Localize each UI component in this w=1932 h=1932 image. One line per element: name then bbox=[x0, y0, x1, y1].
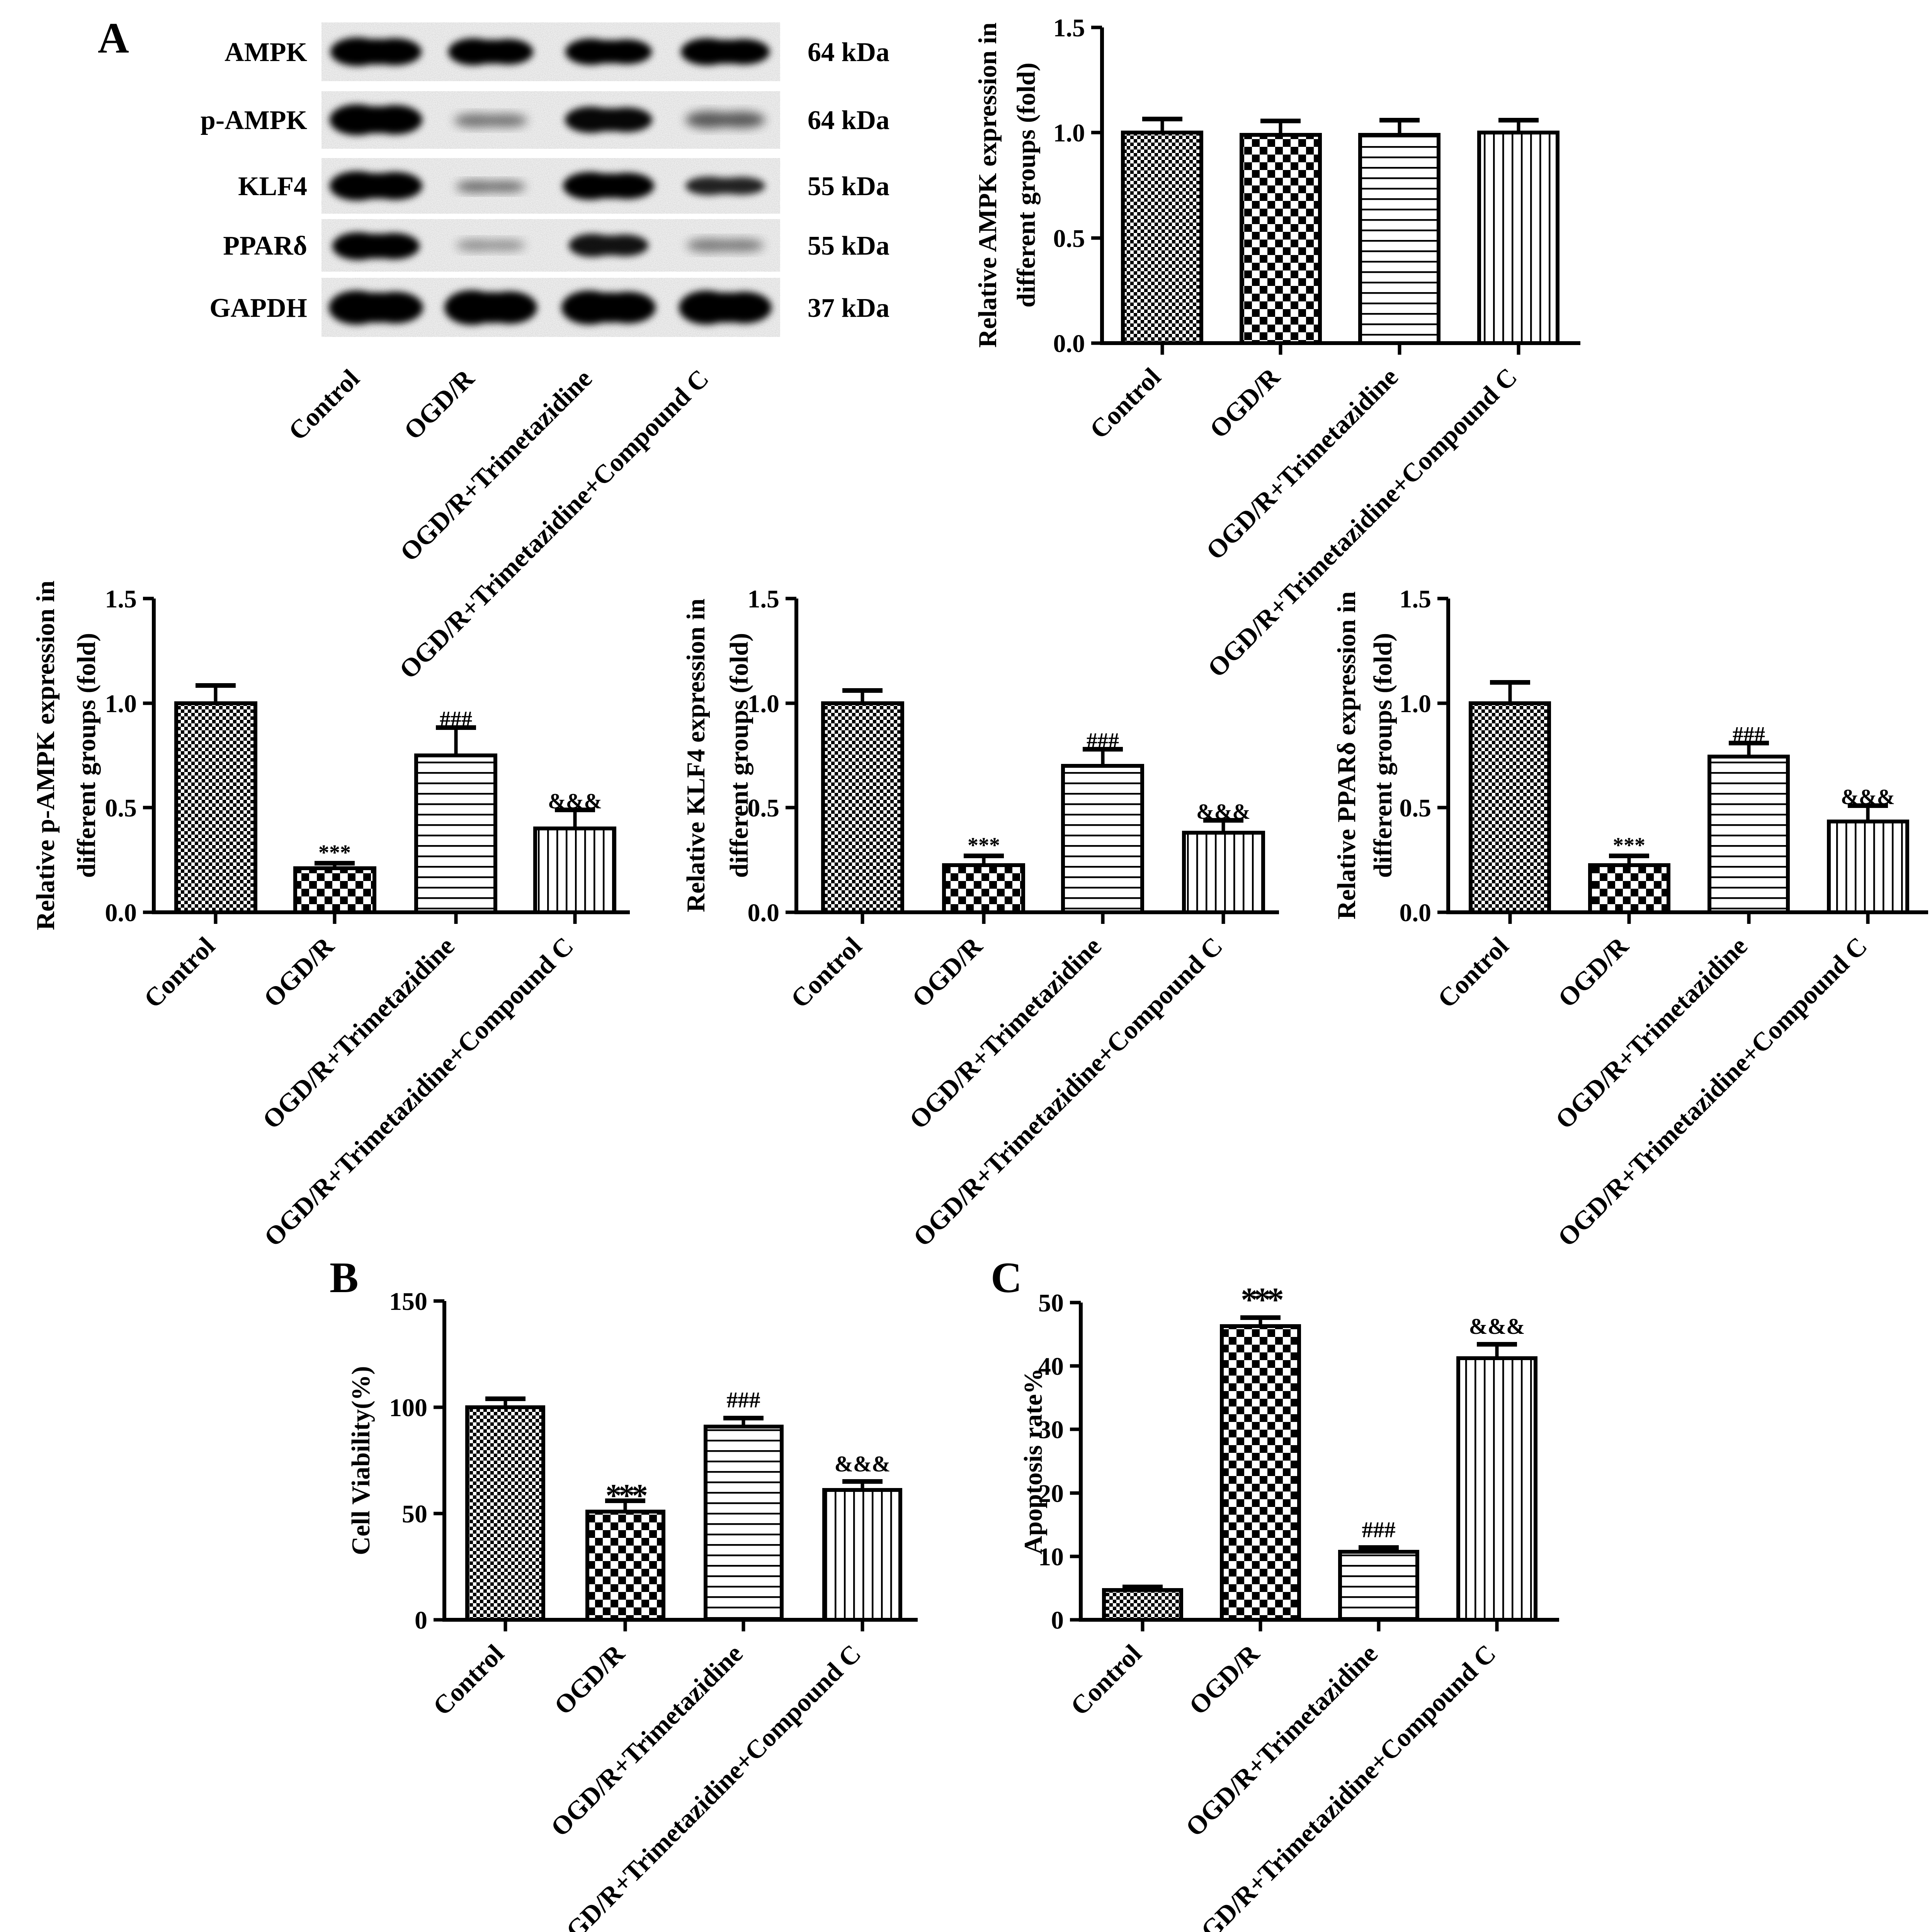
svg-text:***: *** bbox=[1613, 833, 1645, 857]
svg-text:1.5: 1.5 bbox=[1053, 14, 1085, 42]
svg-text:***: *** bbox=[968, 833, 1000, 857]
svg-text:0.0: 0.0 bbox=[1053, 330, 1085, 358]
svg-text:0.5: 0.5 bbox=[1400, 794, 1432, 822]
svg-text:55 kDa: 55 kDa bbox=[808, 172, 889, 201]
svg-text:###: ### bbox=[440, 707, 472, 731]
svg-text:0.5: 0.5 bbox=[105, 794, 137, 822]
svg-text:Cell Viability(%): Cell Viability(%) bbox=[347, 1366, 375, 1555]
svg-text:150: 150 bbox=[389, 1287, 427, 1316]
svg-text:Relative AMPK expression in: Relative AMPK expression in bbox=[973, 22, 1002, 348]
svg-text:PPARδ: PPARδ bbox=[223, 231, 307, 261]
svg-text:64 kDa: 64 kDa bbox=[808, 105, 889, 135]
svg-text:p-AMPK: p-AMPK bbox=[201, 105, 307, 135]
svg-text:1.0: 1.0 bbox=[1400, 690, 1432, 718]
svg-text:37 kDa: 37 kDa bbox=[808, 293, 889, 323]
svg-text:&&&: &&& bbox=[1841, 785, 1895, 809]
svg-text:B: B bbox=[330, 1254, 359, 1302]
svg-text:50: 50 bbox=[1038, 1289, 1064, 1317]
svg-text:&&&: &&& bbox=[835, 1451, 891, 1476]
svg-text:###: ### bbox=[727, 1387, 760, 1412]
svg-text:different groups (fold): different groups (fold) bbox=[725, 633, 753, 878]
svg-text:###: ### bbox=[1087, 729, 1119, 753]
svg-text:A: A bbox=[98, 14, 129, 62]
svg-text:1.0: 1.0 bbox=[1053, 119, 1085, 147]
svg-text:1.0: 1.0 bbox=[748, 690, 780, 718]
svg-text:55 kDa: 55 kDa bbox=[808, 231, 889, 261]
svg-text:different groups (fold): different groups (fold) bbox=[1012, 63, 1041, 308]
svg-text:###: ### bbox=[1362, 1517, 1396, 1542]
svg-text:AMPK: AMPK bbox=[224, 37, 307, 67]
svg-text:0.5: 0.5 bbox=[1053, 224, 1085, 253]
svg-text:C: C bbox=[991, 1254, 1022, 1302]
svg-text:GAPDH: GAPDH bbox=[209, 293, 307, 323]
svg-text:different groups (fold): different groups (fold) bbox=[1369, 633, 1397, 878]
svg-text:40: 40 bbox=[1038, 1352, 1064, 1381]
svg-text:1.5: 1.5 bbox=[1400, 585, 1432, 613]
svg-text:different groups (fold): different groups (fold) bbox=[72, 633, 101, 878]
svg-text:###: ### bbox=[1733, 723, 1765, 747]
svg-text:0.5: 0.5 bbox=[748, 794, 780, 822]
svg-text:0.0: 0.0 bbox=[1400, 899, 1432, 927]
svg-text:0.0: 0.0 bbox=[105, 899, 137, 927]
svg-text:Relative PPARδ expression in: Relative PPARδ expression in bbox=[1332, 591, 1361, 919]
svg-text:100: 100 bbox=[389, 1394, 427, 1422]
svg-text:0.0: 0.0 bbox=[748, 899, 780, 927]
svg-text:***: *** bbox=[605, 1478, 647, 1514]
svg-text:Relative KLF4 expression in: Relative KLF4 expression in bbox=[682, 599, 710, 912]
svg-text:50: 50 bbox=[402, 1500, 427, 1528]
svg-text:***: *** bbox=[318, 841, 351, 865]
svg-text:KLF4: KLF4 bbox=[238, 172, 307, 201]
svg-text:1.5: 1.5 bbox=[105, 585, 137, 613]
svg-text:30: 30 bbox=[1038, 1416, 1064, 1444]
svg-text:20: 20 bbox=[1038, 1480, 1064, 1508]
svg-text:1.0: 1.0 bbox=[105, 690, 137, 718]
svg-text:10: 10 bbox=[1038, 1543, 1064, 1571]
svg-text:0: 0 bbox=[1051, 1606, 1064, 1634]
svg-text:64 kDa: 64 kDa bbox=[808, 37, 889, 67]
svg-text:Relative p-AMPK expression in: Relative p-AMPK expression in bbox=[31, 580, 60, 930]
svg-text:&&&: &&& bbox=[1196, 800, 1250, 824]
svg-text:&&&: &&& bbox=[1469, 1314, 1525, 1339]
svg-text:***: *** bbox=[1241, 1281, 1283, 1319]
svg-text:Apoptosis rate%: Apoptosis rate% bbox=[1019, 1368, 1048, 1554]
svg-text:0: 0 bbox=[415, 1606, 427, 1634]
svg-text:&&&: &&& bbox=[548, 789, 602, 813]
svg-text:1.5: 1.5 bbox=[748, 585, 780, 613]
